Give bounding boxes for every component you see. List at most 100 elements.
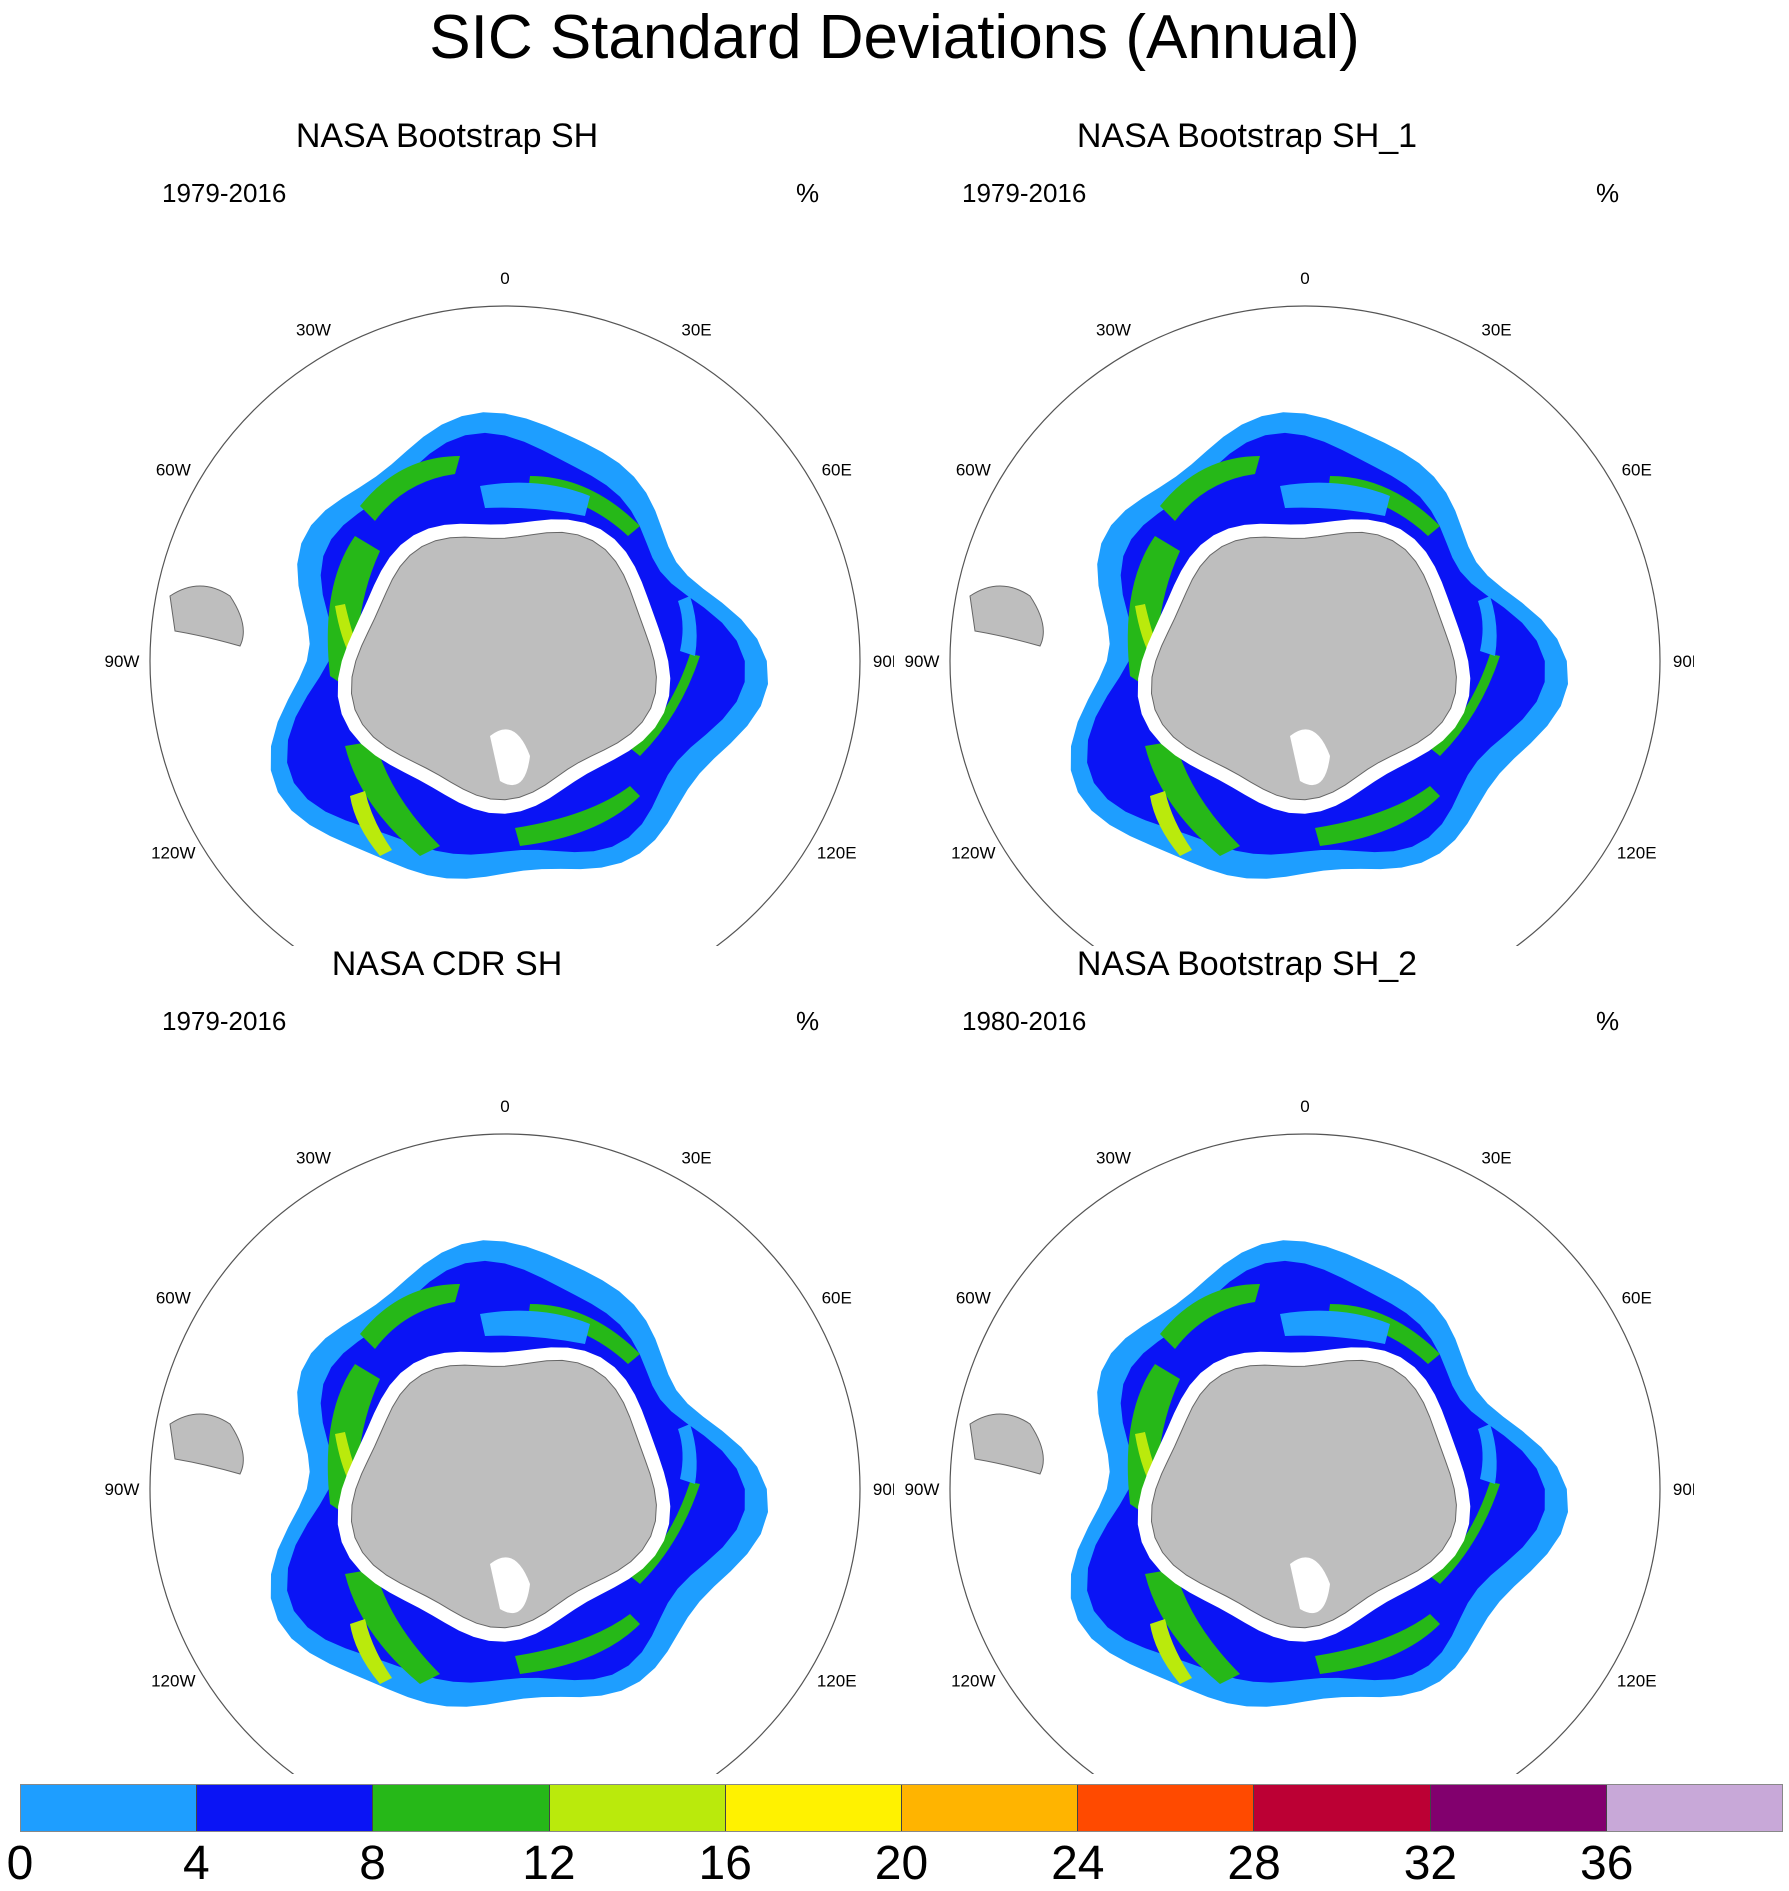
sic-band-0-4 — [1280, 482, 1390, 516]
year-range-label: 1980-2016 — [962, 1006, 1087, 1036]
colorbar-box — [724, 1785, 902, 1831]
sic-band-12-16 — [350, 791, 392, 856]
sic-band-12-16 — [350, 1619, 392, 1684]
colorbar-tick-label: 0 — [6, 1837, 34, 1890]
colorbar-tick-label: 4 — [182, 1837, 210, 1890]
longitude-label: 30E — [1481, 320, 1511, 339]
sic-band-0-4 — [480, 482, 590, 516]
units-label: % — [796, 178, 820, 208]
sic-band-8-12 — [630, 1482, 700, 1584]
longitude-label: 30W — [296, 320, 331, 339]
longitude-label: 90W — [105, 1480, 140, 1499]
figure-title: SIC Standard Deviations (Annual) — [429, 3, 1360, 72]
sic-band-8-12 — [630, 654, 700, 756]
longitude-label: 30E — [681, 320, 711, 339]
colorbar-tick-label: 16 — [698, 1837, 752, 1890]
longitude-label: 30E — [1481, 1148, 1511, 1167]
ice-shelf — [1290, 1557, 1330, 1614]
units-label: % — [1596, 178, 1620, 208]
longitude-label: 90W — [105, 652, 140, 671]
longitude-label: 90E — [873, 652, 894, 671]
sic-band-0-4 — [678, 596, 697, 656]
sic-band-0-4 — [1280, 1310, 1390, 1344]
colorbar-tick-label: 12 — [522, 1837, 576, 1890]
longitude-label: 90E — [1673, 1480, 1694, 1499]
longitude-label: 30W — [1096, 320, 1131, 339]
south-america-land — [969, 585, 1044, 647]
polar-map: 030E60E90E120E150E180150W120W90W60W30W — [905, 269, 1694, 946]
antarctica-land — [350, 1359, 657, 1629]
longitude-label: 0 — [500, 1097, 509, 1116]
colorbar-tick-label: 36 — [1579, 1837, 1634, 1890]
sic-band-8-12 — [345, 741, 440, 856]
map-panel: NASA Bootstrap SH_2 1980-2016 % 0 30E 60E 9… — [800, 944, 1694, 1774]
longitude-label: 120W — [951, 1672, 995, 1691]
longitude-label: 30W — [296, 1148, 331, 1167]
sic-band-12-16 — [1150, 1619, 1192, 1684]
polar-map: 030E60E90E120E150E180150W120W90W60W30W — [905, 1097, 1694, 1774]
longitude-label: 90E — [873, 1480, 894, 1499]
sic-band-8-12 — [515, 1614, 640, 1674]
longitude-label: 120E — [817, 1672, 857, 1691]
colorbar-tick-label: 32 — [1403, 1837, 1458, 1890]
colorbar-box — [1253, 1785, 1430, 1831]
longitude-label: 90W — [905, 1480, 940, 1499]
sic-band-8-12 — [360, 1284, 460, 1349]
longitude-label: 60W — [156, 461, 191, 480]
year-range-label: 1979-2016 — [162, 178, 287, 208]
longitude-label: 90E — [1673, 652, 1694, 671]
ice-shelf — [490, 1557, 530, 1614]
sic-band-0-4 — [1478, 1424, 1497, 1484]
colorbar — [20, 1784, 1783, 1832]
longitude-label: 120W — [151, 844, 195, 863]
sic-band-0-4 — [678, 1424, 697, 1484]
longitude-label: 0 — [1300, 1097, 1309, 1116]
ice-shelf — [1290, 729, 1330, 786]
colorbar-tick-label: 8 — [359, 1837, 386, 1890]
map-panel: NASA CDR SH 1979-2016 % 030E60E90E120E15… — [0, 944, 894, 1774]
year-range-label: 1979-2016 — [162, 1006, 287, 1036]
longitude-label: 90W — [905, 652, 940, 671]
longitude-label: 60E — [1622, 461, 1652, 480]
colorbar-tick-label: 24 — [1051, 1837, 1105, 1890]
colorbar-tick-label: 28 — [1227, 1837, 1281, 1890]
south-america-land — [969, 1413, 1044, 1475]
colorbar-box — [21, 1785, 197, 1831]
longitude-label: 60E — [822, 1289, 852, 1308]
panel-title: NASA Bootstrap SH_2 — [1076, 945, 1418, 983]
panel-title: NASA Bootstrap SH_1 — [1076, 117, 1418, 155]
sic-band-8-12 — [345, 1569, 440, 1684]
sic-band-8-12 — [1127, 536, 1180, 696]
colorbar-tick-label: 20 — [874, 1837, 929, 1890]
sic-band-8-12 — [1430, 1482, 1500, 1584]
units-label: % — [796, 1006, 820, 1036]
longitude-label: 120E — [1617, 1672, 1657, 1691]
antarctica-land — [1150, 1359, 1457, 1629]
longitude-label: 30W — [1096, 1148, 1131, 1167]
colorbar-box — [901, 1785, 1078, 1831]
colorbar-box — [196, 1785, 373, 1831]
longitude-label: 60E — [822, 461, 852, 480]
longitude-label: 30E — [681, 1148, 711, 1167]
colorbar-box — [548, 1785, 725, 1831]
year-range-label: 1979-2016 — [962, 178, 1087, 208]
colorbar-box — [1077, 1785, 1254, 1831]
sic-band-8-12 — [327, 1364, 380, 1524]
sic-band-0-4 — [1478, 596, 1497, 656]
panel-title: NASA Bootstrap SH — [295, 117, 599, 155]
sic-band-8-12 — [1160, 1284, 1260, 1349]
longitude-label: 120E — [1617, 844, 1657, 863]
longitude-label: 120W — [151, 1672, 195, 1691]
sic-band-8-12 — [1315, 786, 1440, 846]
colorbar-box — [372, 1785, 549, 1831]
polar-map: 030E60E90E120E150E180150W120W90W60W30W — [105, 269, 894, 946]
longitude-label: 60E — [1622, 1289, 1652, 1308]
longitude-label: 120E — [817, 844, 857, 863]
sic-band-8-12 — [1127, 1364, 1180, 1524]
sic-band-8-12 — [1145, 1569, 1240, 1684]
south-america-land — [169, 585, 244, 647]
polar-map: 030E60E90E120E150E180150W120W90W60W30W — [105, 1097, 894, 1774]
longitude-label: 0 — [1300, 269, 1309, 288]
sic-band-8-12 — [327, 536, 380, 696]
map-panel: NASA Bootstrap SH 1979-2016 % 0 30E 60E 90E… — [0, 116, 894, 946]
